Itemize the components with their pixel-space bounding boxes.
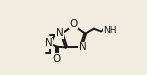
Text: N: N: [56, 28, 64, 38]
Text: NH: NH: [103, 26, 117, 35]
Text: N: N: [45, 38, 52, 48]
Text: N: N: [79, 42, 87, 52]
Text: O: O: [69, 19, 78, 29]
Text: O: O: [53, 54, 61, 64]
